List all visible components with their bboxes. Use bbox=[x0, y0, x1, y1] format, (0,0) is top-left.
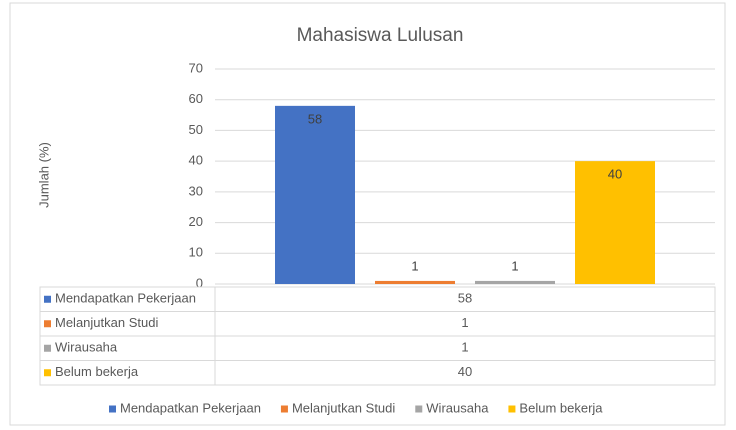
data-table-series-name: Mendapatkan Pekerjaan bbox=[55, 291, 196, 306]
legend-key bbox=[109, 405, 116, 413]
y-tick-label: 30 bbox=[189, 183, 203, 198]
bar bbox=[375, 280, 455, 284]
data-label: 1 bbox=[511, 258, 518, 273]
data-label: 40 bbox=[608, 167, 622, 182]
data-table-value: 1 bbox=[461, 340, 468, 355]
y-tick-label: 40 bbox=[189, 153, 203, 168]
chart-title: Mahasiswa Lulusan bbox=[297, 25, 464, 46]
bar bbox=[275, 105, 355, 284]
legend-key bbox=[44, 295, 51, 303]
y-tick-label: 60 bbox=[189, 91, 203, 106]
y-axis-label: Jumlah (%) bbox=[36, 142, 51, 208]
legend-label: Mendapatkan Pekerjaan bbox=[120, 400, 261, 415]
data-table-value: 1 bbox=[461, 315, 468, 330]
legend-label: Wirausaha bbox=[426, 400, 489, 415]
data-table-series-name: Wirausaha bbox=[55, 340, 118, 355]
data-label: 1 bbox=[411, 258, 418, 273]
legend-label: Belum bekerja bbox=[519, 400, 603, 415]
y-tick-label: 0 bbox=[196, 275, 203, 290]
data-table-series-name: Belum bekerja bbox=[55, 364, 139, 379]
legend-key bbox=[415, 405, 423, 413]
data-table-value: 40 bbox=[458, 364, 472, 379]
legend-key bbox=[44, 344, 51, 352]
data-table-value: 58 bbox=[458, 291, 472, 306]
y-tick-label: 10 bbox=[189, 245, 203, 260]
y-tick-label: 70 bbox=[189, 60, 203, 75]
legend-key bbox=[44, 369, 51, 377]
legend-key bbox=[44, 320, 51, 328]
legend-key bbox=[280, 405, 288, 413]
y-tick-label: 50 bbox=[189, 122, 203, 137]
legend-key bbox=[508, 405, 516, 413]
bar bbox=[575, 161, 655, 284]
y-tick-label: 20 bbox=[189, 214, 203, 229]
legend-label: Melanjutkan Studi bbox=[292, 400, 395, 415]
bar bbox=[475, 280, 555, 284]
data-table-series-name: Melanjutkan Studi bbox=[55, 315, 158, 330]
data-label: 58 bbox=[308, 111, 322, 126]
